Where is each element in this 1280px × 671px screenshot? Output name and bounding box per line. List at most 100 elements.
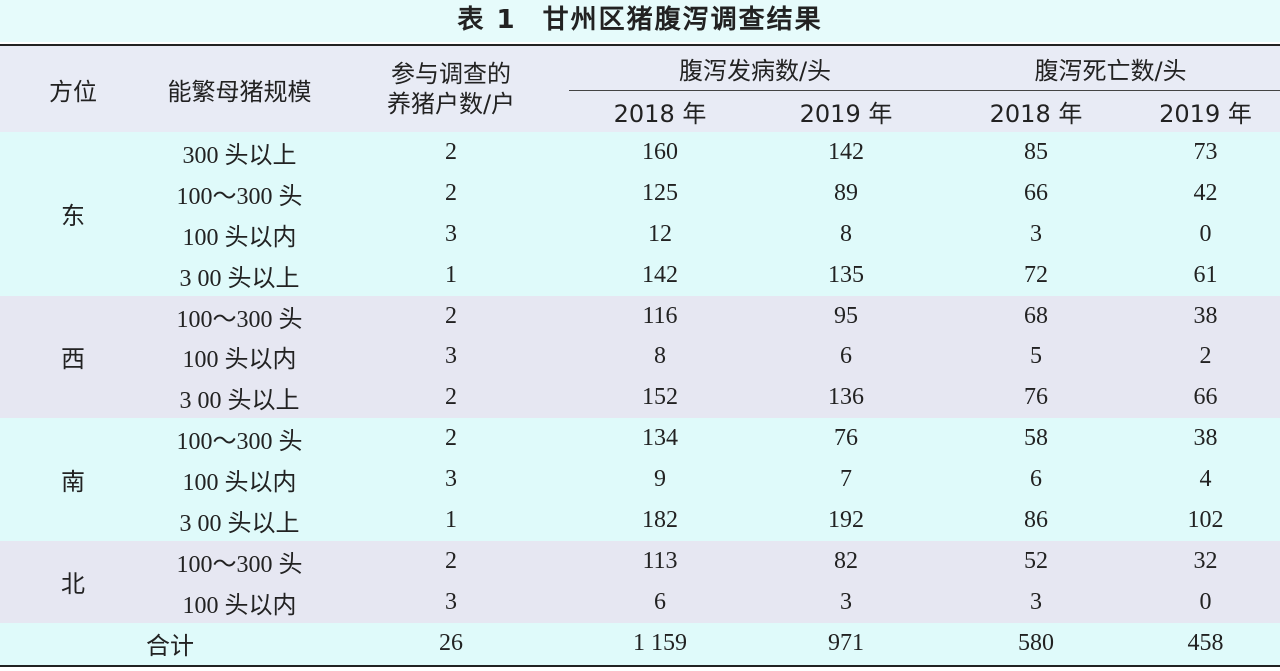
incidence-2018-cell: 152 — [569, 377, 751, 419]
incidence-2018-cell: 9 — [569, 459, 751, 501]
deaths-2018-cell: 86 — [941, 500, 1131, 541]
region-east: 东 — [0, 132, 146, 296]
table-row: 东 300 头以上 2 160 142 85 73 — [0, 132, 1280, 296]
total-row: 合计 26 1 159 971 580 458 — [0, 622, 1280, 666]
households-cell: 1 — [333, 500, 569, 541]
sow-scale-cell: 100 头以内 — [146, 581, 333, 623]
header-incidence-2018: 2018 年 — [569, 90, 751, 132]
table-row: 100～300 头 2 125 89 66 42 — [0, 172, 1280, 214]
incidence-2018-cell: 142 — [569, 254, 751, 296]
incidence-2019-cell: 6 — [751, 336, 941, 378]
deaths-2019-cell: 38 — [1131, 295, 1280, 337]
region-west: 西 — [0, 295, 146, 419]
deaths-2018-cell: 6 — [941, 459, 1131, 501]
total-incidence-2018: 1 159 — [569, 622, 751, 666]
sow-scale-cell: 300 头以上 — [146, 132, 333, 173]
incidence-2019-cell: 95 — [751, 295, 941, 337]
deaths-2018-cell: 58 — [941, 418, 1131, 460]
survey-results-table: 方位 能繁母猪规模 参与调查的 养猪户数/户 腹泻发病数/头 腹泻死亡数/头 2… — [0, 44, 1280, 667]
incidence-2019-cell: 135 — [751, 254, 941, 296]
sow-scale-cell: 100～300 头 — [146, 295, 333, 337]
households-cell: 2 — [333, 295, 569, 337]
header-deaths-2018: 2018 年 — [941, 90, 1131, 132]
incidence-2018-cell: 8 — [569, 336, 751, 378]
incidence-2019-cell: 142 — [751, 132, 941, 173]
incidence-2019-cell: 136 — [751, 377, 941, 419]
table-row: 3 00 头以上 1 182 192 86 102 — [0, 500, 1280, 541]
deaths-2019-cell: 0 — [1131, 213, 1280, 255]
total-households: 26 — [333, 622, 569, 666]
sow-scale-cell: 100 头以内 — [146, 213, 333, 255]
deaths-2019-cell: 4 — [1131, 459, 1280, 501]
table-row: 南 100～300 头 2 134 76 58 38 — [0, 418, 1280, 541]
region-south: 南 — [0, 418, 146, 541]
households-cell: 2 — [333, 377, 569, 419]
header-incidence: 腹泻发病数/头 — [569, 45, 941, 91]
incidence-2018-cell: 113 — [569, 540, 751, 582]
header-households-line1: 参与调查的 — [391, 60, 511, 88]
header-sow-scale: 能繁母猪规模 — [146, 45, 333, 132]
deaths-2019-cell: 0 — [1131, 581, 1280, 623]
header-deaths-label: 腹泻死亡数/头 — [1034, 56, 1187, 85]
households-cell: 2 — [333, 132, 569, 173]
header-incidence-label: 腹泻发病数/头 — [678, 56, 832, 85]
deaths-2018-cell: 85 — [941, 132, 1131, 173]
deaths-2019-cell: 66 — [1131, 377, 1280, 419]
households-cell: 2 — [333, 540, 569, 582]
deaths-2018-cell: 3 — [941, 581, 1131, 623]
incidence-2019-cell: 3 — [751, 581, 941, 623]
total-label: 合计 — [0, 622, 333, 666]
table-row: 100 头以内 3 9 7 6 4 — [0, 459, 1280, 501]
deaths-2018-cell: 3 — [941, 213, 1131, 255]
sow-scale-cell: 3 00 头以上 — [146, 377, 333, 419]
incidence-2019-cell: 192 — [751, 500, 941, 541]
table-row: 100 头以内 3 6 3 3 0 — [0, 581, 1280, 623]
table-caption: 甘州区猪腹泻调查结果 — [542, 5, 823, 35]
header-region: 方位 — [0, 45, 146, 132]
total-incidence-2019: 971 — [751, 622, 941, 666]
households-cell: 3 — [333, 581, 569, 623]
households-cell: 3 — [333, 213, 569, 255]
incidence-2019-cell: 82 — [751, 540, 941, 582]
deaths-2019-cell: 102 — [1131, 500, 1280, 541]
deaths-2018-cell: 72 — [941, 254, 1131, 296]
households-cell: 3 — [333, 336, 569, 378]
incidence-2018-cell: 116 — [569, 295, 751, 337]
table-row: 100 头以内 3 12 8 3 0 — [0, 213, 1280, 255]
sow-scale-cell: 100～300 头 — [146, 540, 333, 582]
incidence-2018-cell: 6 — [569, 581, 751, 623]
header-row-years: 2018 年 2019 年 2018 年 2019 年 — [0, 90, 1280, 132]
households-cell: 2 — [333, 418, 569, 460]
table-title: 表 1 甘州区猪腹泻调查结果 — [0, 0, 1280, 42]
table-row: 100 头以内 3 8 6 5 2 — [0, 336, 1280, 378]
table-number: 表 1 — [457, 5, 517, 35]
incidence-2018-cell: 12 — [569, 213, 751, 255]
header-row-top: 方位 能繁母猪规模 参与调查的 养猪户数/户 腹泻发病数/头 腹泻死亡数/头 — [0, 45, 1280, 132]
header-incidence-2019: 2019 年 — [751, 90, 941, 132]
deaths-2018-cell: 5 — [941, 336, 1131, 378]
deaths-2019-cell: 73 — [1131, 132, 1280, 173]
sow-scale-cell: 3 00 头以上 — [146, 254, 333, 296]
deaths-2019-cell: 2 — [1131, 336, 1280, 378]
sow-scale-cell: 100 头以内 — [146, 459, 333, 501]
total-deaths-2019: 458 — [1131, 622, 1280, 666]
sow-scale-cell: 100～300 头 — [146, 172, 333, 214]
deaths-2018-cell: 52 — [941, 540, 1131, 582]
sow-scale-cell: 100～300 头 — [146, 418, 333, 460]
incidence-2019-cell: 7 — [751, 459, 941, 501]
incidence-2019-cell: 76 — [751, 418, 941, 460]
households-cell: 2 — [333, 172, 569, 214]
deaths-2018-cell: 66 — [941, 172, 1131, 214]
header-households: 参与调查的 养猪户数/户 — [333, 45, 569, 132]
header-deaths: 腹泻死亡数/头 — [941, 45, 1280, 91]
incidence-2019-cell: 89 — [751, 172, 941, 214]
incidence-2018-cell: 125 — [569, 172, 751, 214]
households-cell: 1 — [333, 254, 569, 296]
deaths-2019-cell: 38 — [1131, 418, 1280, 460]
table-row: 西 100～300 头 2 116 95 68 38 — [0, 295, 1280, 419]
deaths-2019-cell: 61 — [1131, 254, 1280, 296]
table-row: 3 00 头以上 2 152 136 76 66 — [0, 377, 1280, 419]
total-deaths-2018: 580 — [941, 622, 1131, 666]
region-north: 北 — [0, 540, 146, 623]
table-row: 3 00 头以上 1 142 135 72 61 — [0, 254, 1280, 296]
